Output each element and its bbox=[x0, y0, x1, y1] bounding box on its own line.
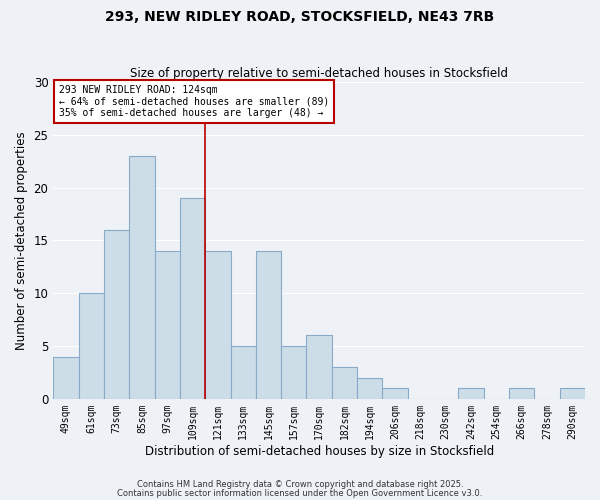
Bar bbox=[230, 346, 256, 399]
Bar bbox=[307, 336, 332, 399]
Bar bbox=[129, 156, 155, 399]
Bar bbox=[205, 251, 230, 399]
Title: Size of property relative to semi-detached houses in Stocksfield: Size of property relative to semi-detach… bbox=[130, 66, 508, 80]
Y-axis label: Number of semi-detached properties: Number of semi-detached properties bbox=[15, 131, 28, 350]
Text: Contains public sector information licensed under the Open Government Licence v3: Contains public sector information licen… bbox=[118, 488, 482, 498]
Bar bbox=[509, 388, 535, 399]
X-axis label: Distribution of semi-detached houses by size in Stocksfield: Distribution of semi-detached houses by … bbox=[145, 444, 494, 458]
Text: Contains HM Land Registry data © Crown copyright and database right 2025.: Contains HM Land Registry data © Crown c… bbox=[137, 480, 463, 489]
Bar bbox=[53, 356, 79, 399]
Text: 293, NEW RIDLEY ROAD, STOCKSFIELD, NE43 7RB: 293, NEW RIDLEY ROAD, STOCKSFIELD, NE43 … bbox=[106, 10, 494, 24]
Bar bbox=[104, 230, 129, 399]
Bar bbox=[256, 251, 281, 399]
Bar bbox=[180, 198, 205, 399]
Bar bbox=[332, 367, 357, 399]
Bar bbox=[281, 346, 307, 399]
Bar bbox=[357, 378, 382, 399]
Bar bbox=[79, 293, 104, 399]
Bar bbox=[155, 251, 180, 399]
Bar bbox=[382, 388, 408, 399]
Bar bbox=[458, 388, 484, 399]
Text: 293 NEW RIDLEY ROAD: 124sqm
← 64% of semi-detached houses are smaller (89)
35% o: 293 NEW RIDLEY ROAD: 124sqm ← 64% of sem… bbox=[59, 85, 329, 118]
Bar bbox=[560, 388, 585, 399]
